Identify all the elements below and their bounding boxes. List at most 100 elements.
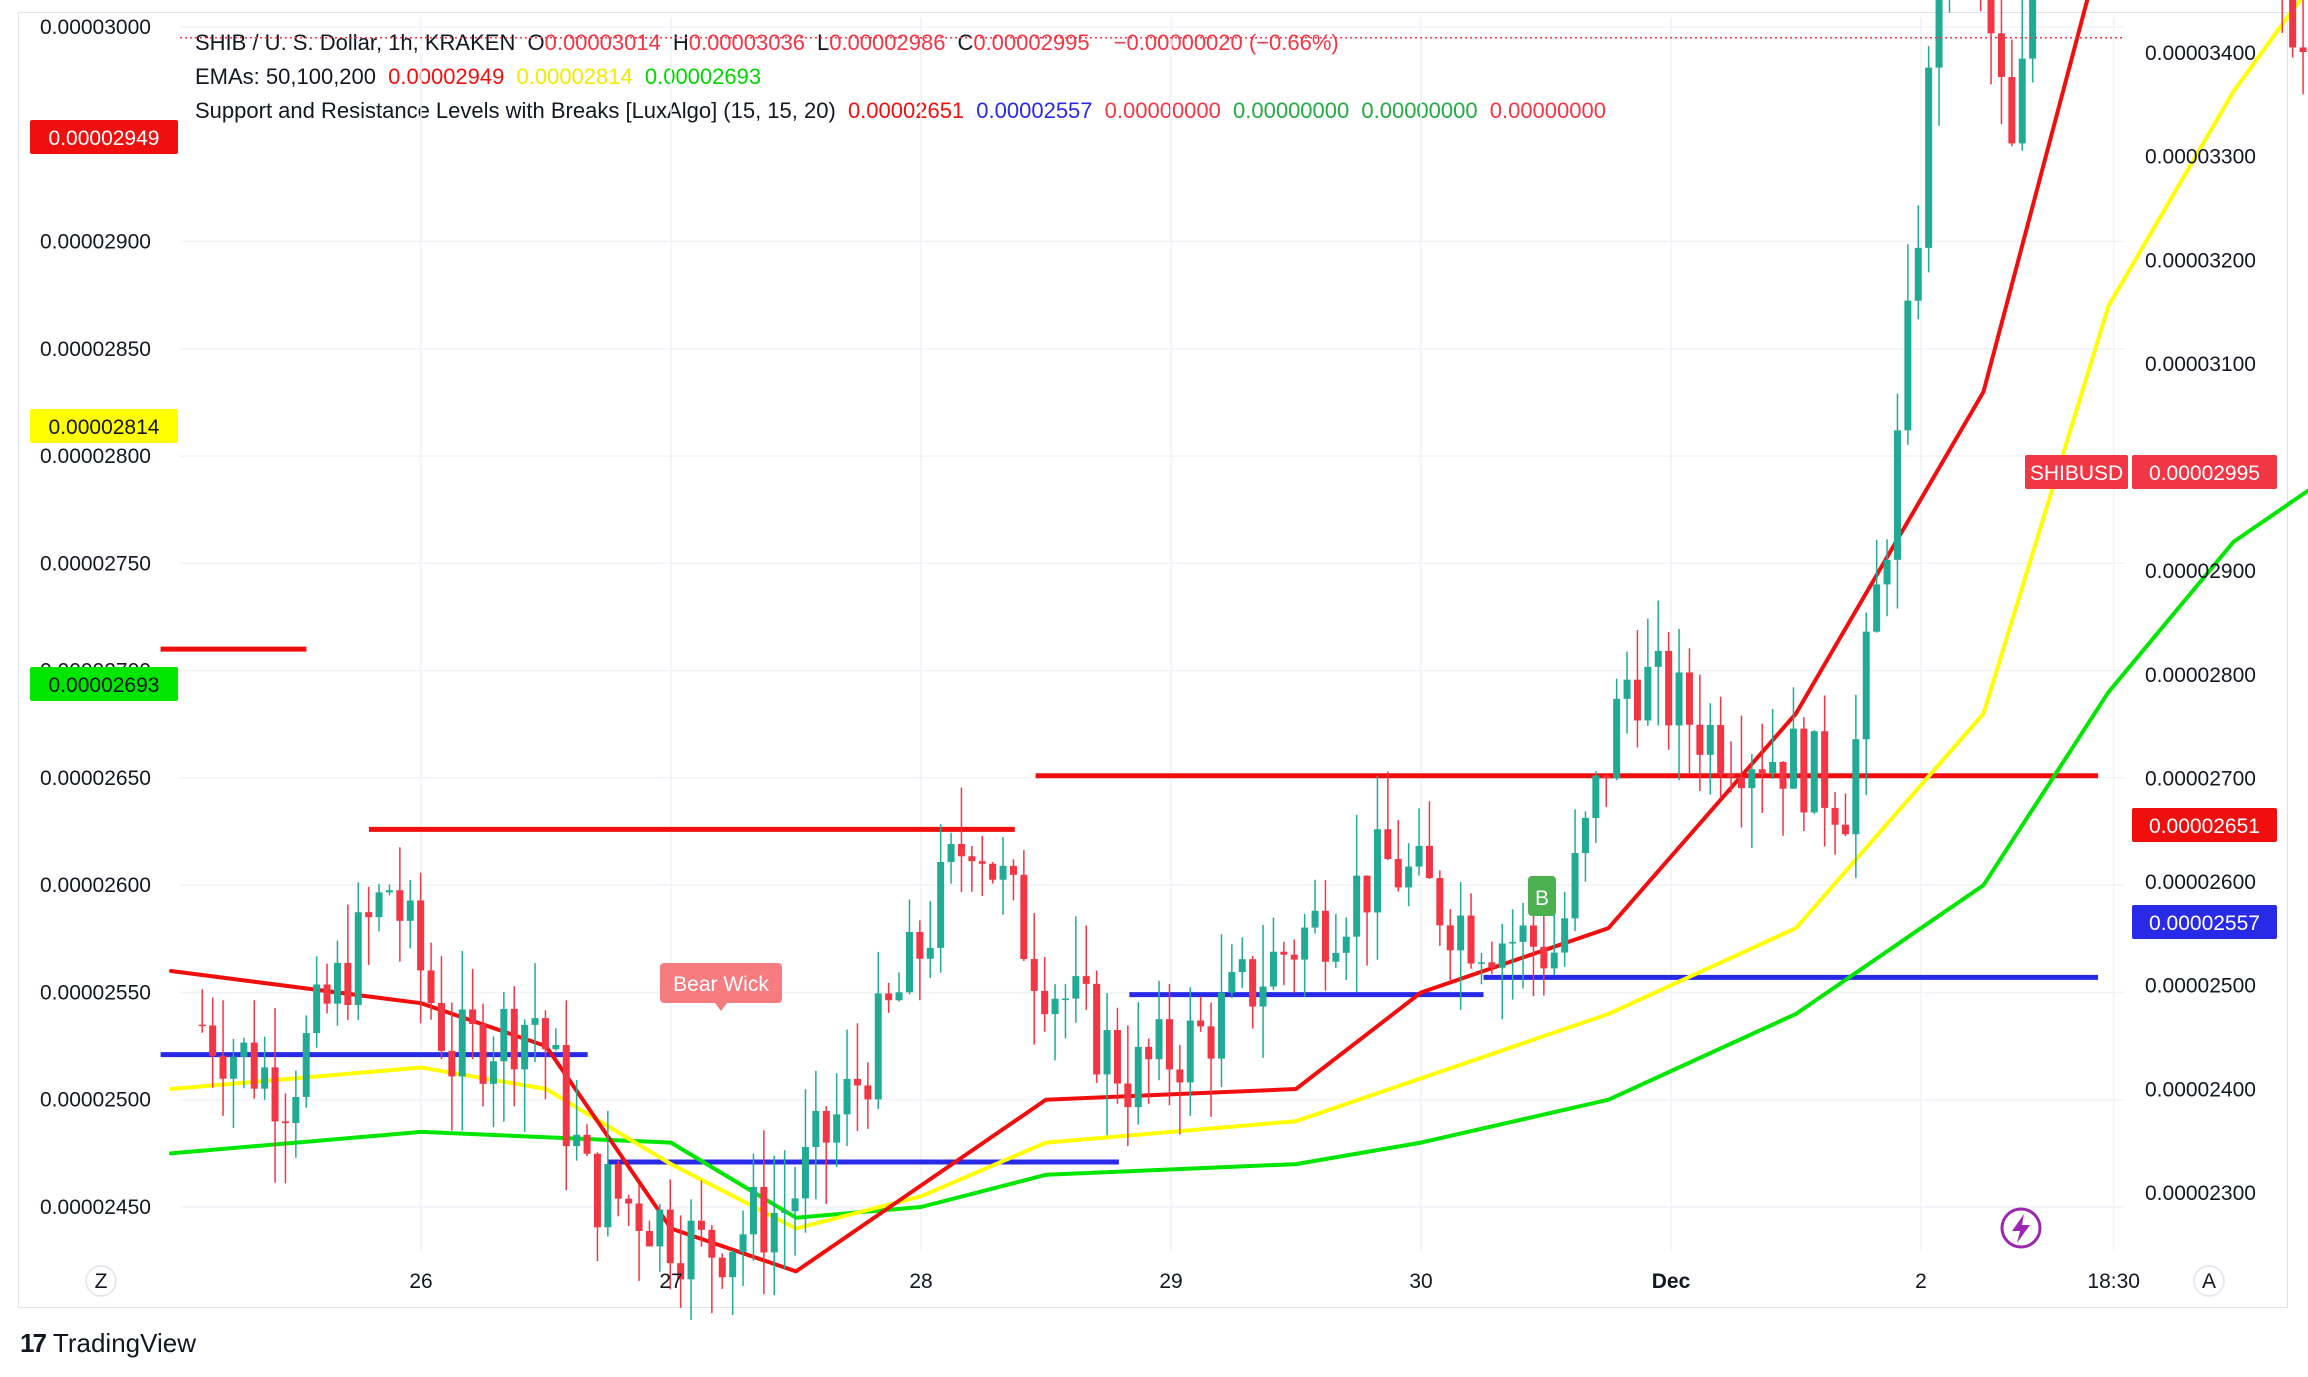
- candle-body-30: [510, 1008, 518, 1070]
- legend-sr-value-resistance: 0.00002651: [847, 98, 965, 123]
- candle-body-164: [1904, 300, 1912, 431]
- axis-corner-right-icon: [2193, 1265, 2225, 1297]
- candle-body-86: [1093, 983, 1101, 1075]
- candle-body-76: [989, 863, 997, 880]
- right-axis-tick-11: 0.00002300: [2145, 1182, 2256, 1205]
- candle-body-14: [344, 962, 352, 1006]
- candle-body-137: [1623, 679, 1631, 699]
- candle-body-98: [1217, 992, 1225, 1059]
- candle-body-107: [1311, 910, 1319, 928]
- candle-body-62: [843, 1078, 851, 1115]
- legend-symbol: SHIB / U. S. Dollar, 1h, KRAKEN: [195, 30, 516, 55]
- candle-body-87: [1103, 1030, 1111, 1075]
- candle-body-89: [1124, 1083, 1132, 1108]
- candle-body-28: [489, 1061, 497, 1084]
- candle-body-84: [1072, 976, 1080, 999]
- candle-body-81: [1041, 990, 1049, 1015]
- candle-body-2: [219, 1055, 227, 1079]
- legend-ema200-value: 0.00002693: [644, 64, 762, 89]
- legend-change: −0.00000020 (−0.66%): [1113, 30, 1339, 55]
- candle-body-154: [1800, 728, 1808, 813]
- x-axis-tick-6: 2: [1915, 1270, 1927, 1293]
- candle-body-7: [271, 1067, 279, 1122]
- break-label: B: [1535, 887, 1549, 910]
- candle-body-35: [562, 1044, 570, 1147]
- candle-body-146: [1717, 724, 1725, 775]
- left-axis-tick-9: 0.00002500: [40, 1089, 151, 1112]
- candle-body-99: [1228, 972, 1236, 993]
- candle-body-49: [708, 1229, 716, 1258]
- candle-body-17: [375, 892, 383, 918]
- candle-body-21: [417, 900, 425, 971]
- candle-body-101: [1249, 959, 1257, 1007]
- candle-body-33: [541, 1018, 549, 1050]
- candle-body-0: [198, 1024, 206, 1027]
- candle-body-31: [521, 1024, 529, 1070]
- candle-body-15: [354, 912, 362, 1006]
- left-axis-tick-8: 0.00002550: [40, 981, 151, 1004]
- tradingview-brand[interactable]: 17 TradingView: [20, 1328, 196, 1359]
- candle-body-92: [1155, 1019, 1163, 1060]
- axis-corner-right: A: [2202, 1270, 2216, 1293]
- candle-body-74: [968, 856, 976, 862]
- candle-body-120: [1446, 925, 1454, 951]
- candle-body-50: [718, 1257, 726, 1278]
- legend-symbol-row: SHIB / U. S. Dollar, 1h, KRAKEN O0.00003…: [195, 30, 1345, 56]
- candle-body-122: [1467, 915, 1475, 964]
- candle-body-42: [635, 1203, 643, 1232]
- candle-body-65: [874, 993, 882, 1100]
- right-badge-resistance-bg: [2132, 808, 2277, 842]
- candle-body-11: [313, 984, 321, 1034]
- candle-body-153: [1789, 728, 1797, 789]
- candle-body-157: [1831, 807, 1839, 825]
- candle-body-63: [853, 1078, 861, 1086]
- ema100-line: [169, 0, 2303, 1231]
- candle-body-127: [1519, 925, 1527, 942]
- candle-body-202: [2299, 47, 2307, 53]
- candle-body-93: [1165, 1019, 1173, 1070]
- candle-body-159: [1852, 739, 1860, 835]
- candle-body-108: [1321, 910, 1329, 962]
- bear-wick-label-bg: [660, 963, 782, 1003]
- candle-body-156: [1821, 731, 1829, 808]
- candle-body-103: [1269, 951, 1277, 987]
- right-axis-tick-2: 0.00003200: [2145, 249, 2256, 272]
- right-badge-resistance: 0.00002651: [2149, 815, 2260, 838]
- left-badge-ema50: 0.00002949: [49, 127, 160, 150]
- candle-body-175: [2018, 58, 2026, 144]
- candle-body-126: [1509, 941, 1517, 944]
- candle-body-64: [864, 1085, 872, 1100]
- candle-body-201: [2289, 0, 2297, 48]
- bear-wick-label: Bear Wick: [673, 973, 769, 996]
- candle-body-1: [209, 1025, 217, 1056]
- chart-svg[interactable]: Bear Wick B 0.00003000 0.00002900 0.0000285…: [0, 0, 2308, 1320]
- candle-body-145: [1706, 724, 1714, 755]
- right-badge-last-price: 0.00002995: [2149, 462, 2260, 485]
- legend-sr-label: Support and Resistance Levels with Break…: [195, 98, 836, 123]
- candle-body-90: [1134, 1046, 1142, 1108]
- left-axis-tick-6: 0.00002650: [40, 767, 151, 790]
- candle-body-75: [978, 861, 986, 864]
- left-axis-tick-0: 0.00003000: [40, 16, 151, 39]
- candle-body-55: [770, 1212, 778, 1253]
- left-axis-tick-4: 0.00002750: [40, 552, 151, 575]
- ema-lines: [169, 0, 2308, 1274]
- left-axis-tick-3: 0.00002800: [40, 445, 151, 468]
- candle-body-115: [1394, 858, 1402, 888]
- legend-sr-row: Support and Resistance Levels with Break…: [195, 98, 1612, 124]
- candle-body-9: [292, 1096, 300, 1124]
- candle-body-155: [1810, 731, 1818, 813]
- candle-body-110: [1342, 936, 1350, 953]
- candle-body-77: [999, 865, 1007, 880]
- legend-sr-value-support: 0.00002557: [976, 98, 1093, 123]
- legend-sr-value-6: 0.00000000: [1489, 98, 1606, 123]
- right-badge-last-price-bg: [2132, 455, 2277, 489]
- left-axis-tick-2: 0.00002850: [40, 338, 151, 361]
- break-label-bg: [1528, 876, 1556, 916]
- left-badge-ema200-bg: [30, 667, 178, 701]
- candle-body-112: [1363, 875, 1371, 913]
- candle-body-96: [1197, 1020, 1205, 1027]
- candle-body-53: [749, 1186, 757, 1235]
- candle-body-139: [1644, 666, 1652, 721]
- candle-body-54: [760, 1186, 768, 1253]
